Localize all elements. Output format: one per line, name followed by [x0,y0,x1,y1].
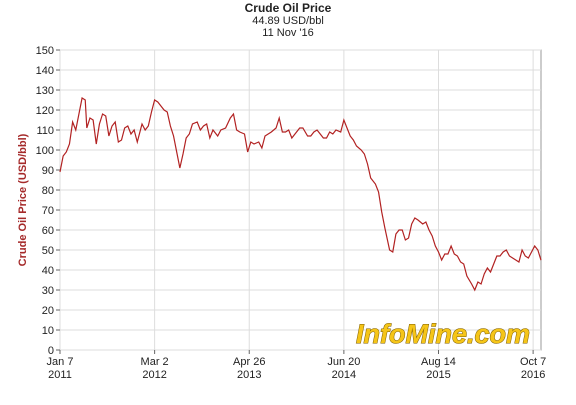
watermark: InfoMine.com [356,319,530,349]
y-tick-label: 120 [36,105,54,117]
y-tick-label: 10 [42,325,54,337]
y-tick-label: 50 [42,245,54,257]
y-tick-label: 110 [36,125,54,137]
chart-subtitle: 44.89 USD/bbl [252,15,324,27]
x-tick-label: Apr 26 2013 [233,356,265,381]
y-tick-label: 150 [36,45,54,57]
chart-title: Crude Oil Price [245,1,332,15]
plot-area [59,49,542,351]
y-tick-label: 40 [42,265,54,277]
y-tick-label: 140 [36,65,54,77]
y-tick-label: 130 [36,85,54,97]
x-tick-label: Mar 2 2012 [141,356,169,381]
x-tick-label: Aug 14 2015 [421,356,456,381]
y-tick-label: 30 [42,285,54,297]
y-tick-label: 0 [48,345,54,357]
date-label: 11 Nov '16 [262,27,313,39]
y-tick-label: 20 [42,305,54,317]
y-tick-label: 80 [42,185,54,197]
x-tick-label: Jun 20 2014 [327,356,360,381]
price-line [59,97,542,292]
y-tick-label: 90 [42,165,54,177]
y-axis-title: Crude Oil Price (USD/bbl) [17,133,29,266]
y-tick-label: 70 [42,205,54,217]
y-tick-label: 100 [36,145,54,157]
x-tick-label: Oct 7 2016 [520,356,546,381]
x-tick-label: Jan 7 2011 [47,356,74,381]
y-tick-label: 60 [42,225,54,237]
